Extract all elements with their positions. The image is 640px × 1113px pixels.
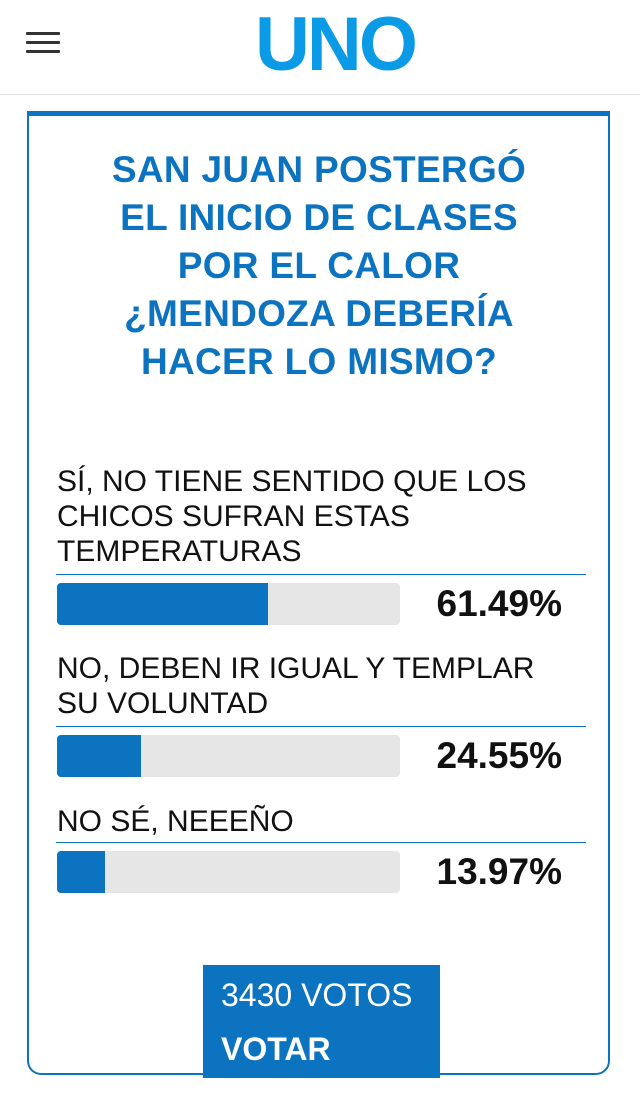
vote-box: 3430 VOTOS VOTAR — [203, 965, 440, 1078]
poll-option-3-bar-fill — [57, 851, 105, 893]
poll-title-line: ¿MENDOZA DEBERÍA — [124, 293, 514, 334]
option-divider — [56, 842, 586, 843]
poll-option-1-bar-fill — [57, 583, 268, 625]
option-line-text: NO SÉ, NEEEÑO — [57, 805, 294, 838]
poll-option-3-bar — [57, 851, 400, 893]
poll-title-line: HACER LO MISMO? — [141, 341, 497, 382]
vote-count: 3430 VOTOS — [221, 977, 413, 1013]
poll-option-3-label[interactable]: NO SÉ, NEEEÑO — [57, 804, 587, 839]
site-header: UNO — [0, 0, 640, 95]
poll-option-3-percent: 13.97% — [436, 851, 563, 892]
poll-option-2-bar-fill — [57, 735, 142, 777]
poll-option-1-bar — [57, 583, 400, 625]
poll-option-1-percent: 61.49% — [436, 583, 563, 624]
option-line-text: SÍ, NO TIENE SENTIDO QUE LOS — [57, 465, 527, 498]
poll-title-line: SAN JUAN POSTERGÓ — [111, 149, 527, 190]
option-line-text: CHICOS SUFRAN ESTAS — [57, 500, 410, 533]
poll-title-line: POR EL CALOR — [177, 245, 461, 286]
logo-text: UNO — [255, 8, 415, 80]
option-line-text: SU VOLUNTAD — [57, 687, 269, 720]
poll-option-2-label[interactable]: NO, DEBEN IR IGUAL Y TEMPLAR SU VOLUNTAD — [57, 651, 587, 721]
hamburger-menu-icon[interactable] — [26, 32, 60, 54]
poll-option-1-label[interactable]: SÍ, NO TIENE SENTIDO QUE LOS CHICOS SUFR… — [57, 464, 587, 569]
poll-title: SAN JUAN POSTERGÓ EL INICIO DE CLASES PO… — [49, 146, 589, 386]
option-line-text: TEMPERATURAS — [57, 535, 302, 568]
poll-card: SAN JUAN POSTERGÓ EL INICIO DE CLASES PO… — [27, 111, 610, 1078]
poll-title-line: EL INICIO DE CLASES — [120, 197, 518, 238]
vote-button[interactable]: VOTAR — [221, 1031, 331, 1067]
poll-option-2-percent: 24.55% — [436, 735, 563, 776]
option-divider — [56, 726, 586, 727]
poll-option-2-bar — [57, 735, 400, 777]
uno-logo[interactable]: UNO — [240, 8, 430, 80]
option-divider — [56, 574, 586, 575]
option-line-text: NO, DEBEN IR IGUAL Y TEMPLAR — [57, 652, 535, 685]
